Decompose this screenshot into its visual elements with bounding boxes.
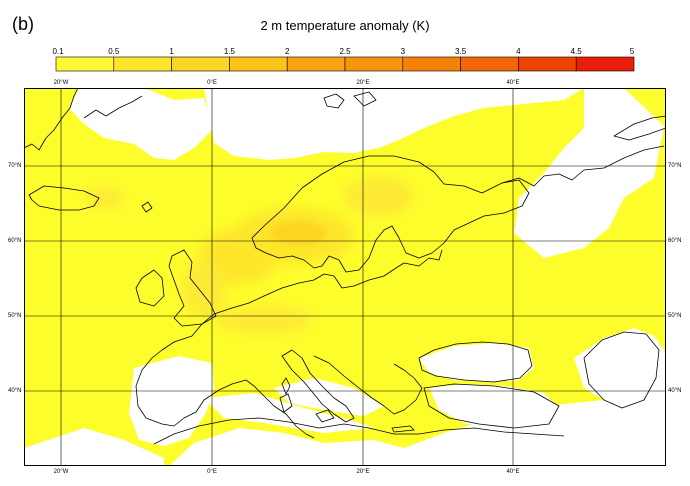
colorbar-tick-label: 4.5 [571,47,583,56]
continent-north-coast [201,249,443,325]
colorbar-tick-label: 5 [630,47,635,56]
lat-label-right-60n: 60°N [668,238,682,244]
lat-label-left-60n: 60°N [8,238,22,244]
corsica-coast [281,377,291,395]
europe-atlantic-coast [135,323,315,439]
colorbar-tick-label: 3.5 [455,47,467,56]
colorbar-segment [344,56,404,72]
lon-label-top-20e: 20°E [356,80,370,86]
colorbar-segment [171,56,230,72]
ireland-coast [135,269,165,307]
north-africa-coast [153,417,565,445]
black-sea-blank [419,343,534,382]
lat-label-left-70n: 70°N [8,163,22,169]
sardinia-coast [279,393,293,413]
colorbar-tick-label: 2 [285,47,290,56]
lon-label-bottom-20e: 20°E [356,469,370,475]
graticule [24,88,666,466]
colorbar-segment [113,56,172,72]
lat-label-right-70n: 70°N [668,163,682,169]
turkey-blank [429,384,564,430]
svalbard-coast-2 [353,91,377,107]
black-sea-coast [418,341,533,383]
crete-coast [391,425,415,433]
lon-label-bottom-0e: 0°E [207,469,217,475]
colorbar-segment [229,56,288,72]
svalbard-coast [323,93,345,109]
turkey-coast [423,383,560,429]
colorbar: 0.1 0.5 1 1.5 2 2.5 3 3.5 4 4.5 5 [52,47,635,72]
anomaly-map [24,88,666,466]
greenland-blank [69,88,214,160]
novaya-zemlya-coast [613,115,666,141]
arctic-blank-patch [624,138,654,158]
lat-label-right-50n: 50°N [668,313,682,319]
north-africa-east-blank [204,393,374,433]
lon-label-top-0e: 0°E [207,80,217,86]
mediterranean-blank [274,378,384,416]
lat-label-left-50n: 50°N [8,313,22,319]
colorbar-tick-label: 1.5 [224,47,236,56]
colorbar-tick-label: 4 [516,47,521,56]
colorbar-segment [402,56,461,72]
no-data-areas [24,88,666,466]
white-sea-coast [501,145,665,187]
lat-label-right-40n: 40°N [668,388,682,394]
colorbar-segment [575,56,635,72]
panel-label: (b) [12,14,34,34]
map-frame [24,88,666,466]
colorbar-tick-label: 0.5 [108,47,120,56]
greenland-coast-east [83,95,143,119]
caspian-blank [574,328,666,418]
lon-label-bottom-20w: 20°W [53,469,69,475]
lon-label-top-20w: 20°W [53,80,69,86]
sicily-coast [315,409,335,423]
russia-blank [514,88,664,258]
iceland-coast [28,185,100,211]
italy-coast [281,349,355,423]
balkan-coast [313,355,423,415]
colorbar-tick-label: 2.5 [339,47,351,56]
coastlines [24,88,666,445]
lat-label-left-40n: 40°N [8,388,22,394]
warm-anomaly-core [271,221,327,245]
colorbar-segment [518,56,577,72]
lon-label-top-40e: 40°E [506,80,520,86]
scandinavia-coast [251,155,530,273]
colorbar-tick-label: 0.1 [52,47,64,56]
caspian-coast [583,331,660,409]
greenland-coast [24,88,79,151]
north-africa-blank [24,428,164,466]
iberia-blank [129,356,214,446]
colorbar-segment [55,56,115,72]
arctic-blank [204,88,584,160]
colorbar-segment [286,56,346,72]
colorbar-segment [460,56,519,72]
colorbar-tick-label: 3 [401,47,406,56]
warm-anomaly-region [84,176,414,334]
faroe-coast [141,201,153,213]
lon-label-bottom-40e: 40°E [506,469,520,475]
colorbar-tick-label: 1 [169,47,174,56]
map-title: 2 m temperature anomaly (K) [260,18,430,33]
